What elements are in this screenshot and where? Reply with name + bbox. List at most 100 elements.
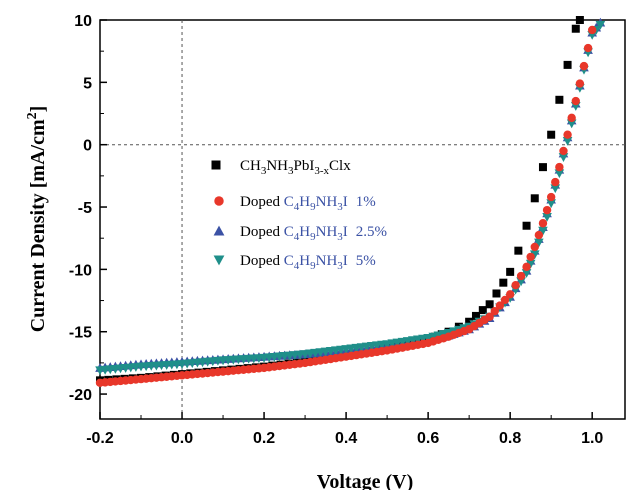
data-point xyxy=(465,317,474,326)
x-tick-label: 1.0 xyxy=(581,430,603,447)
data-point xyxy=(587,25,597,35)
data-point xyxy=(525,259,536,269)
data-point xyxy=(511,280,520,290)
legend-formula-main: CH xyxy=(240,158,261,174)
y-tick-labels: -20 -15 -10 -5 0 5 10 xyxy=(69,13,92,404)
data-point xyxy=(562,136,573,146)
data-point xyxy=(500,295,510,305)
legend-formula-sub: 9 xyxy=(310,201,316,213)
x-tick-label: 0.6 xyxy=(417,430,439,447)
data-point xyxy=(538,163,547,172)
data-point xyxy=(583,43,593,53)
legend-formula-main: I xyxy=(343,253,348,269)
legend-marker xyxy=(213,255,225,266)
series-triangle-down xyxy=(95,20,606,376)
data-point xyxy=(538,219,548,228)
data-point xyxy=(478,306,487,315)
data-point xyxy=(579,61,589,71)
series-circle xyxy=(95,25,597,388)
data-point xyxy=(516,271,526,281)
data-point xyxy=(555,162,564,172)
legend-formula-sub: 4 xyxy=(294,231,300,243)
legend-formula-sub: 9 xyxy=(310,231,316,243)
legend-suffix: 2.5% xyxy=(356,224,387,240)
legend-formula-sub: 3 xyxy=(337,231,343,243)
data-point xyxy=(571,24,580,33)
legend-formula-main: C xyxy=(284,224,294,240)
data-point xyxy=(530,194,539,203)
legend-formula-main: NH xyxy=(316,194,338,210)
legend-formula-main: C xyxy=(284,253,294,269)
axis-ticks xyxy=(99,19,593,419)
data-point xyxy=(575,79,585,88)
legend-formula-sub: 3 xyxy=(261,165,267,177)
data-point xyxy=(575,16,584,24)
legend-formula-sub: 4 xyxy=(294,260,300,272)
y-tick-label: 10 xyxy=(74,13,92,30)
data-point xyxy=(566,119,577,129)
data-point xyxy=(495,301,505,310)
legend-formula-main: C xyxy=(284,194,294,210)
data-point xyxy=(534,230,544,240)
x-axis-title: Voltage (V) xyxy=(317,471,413,490)
legend-formula-sub: 3 xyxy=(337,260,343,272)
legend-formula-sub: 9 xyxy=(310,260,316,272)
data-point xyxy=(563,130,572,139)
data-point xyxy=(563,60,572,69)
data-point xyxy=(555,95,564,104)
x-tick-label: 0.8 xyxy=(499,430,521,447)
legend-formula-main: PbI xyxy=(294,158,315,174)
legend-label: Doped C4H9NH3I 1% xyxy=(240,194,376,213)
data-point xyxy=(529,250,540,260)
legend-label: CH3NH3PbI3-xClx xyxy=(240,158,351,177)
data-point xyxy=(567,113,576,123)
data-point xyxy=(542,205,552,215)
data-point xyxy=(530,242,539,252)
data-point xyxy=(554,169,565,179)
legend-prefix: Doped xyxy=(240,194,284,210)
legend-prefix: Doped xyxy=(240,253,284,269)
y-axis-title-main: Current Density [mA/cm xyxy=(27,119,49,332)
y-tick-label: -5 xyxy=(78,200,92,217)
legend-formula-sub: 3 xyxy=(288,165,294,177)
data-point xyxy=(538,226,548,236)
legend-formula-main: H xyxy=(299,253,310,269)
plot-frame xyxy=(99,19,626,420)
data-point xyxy=(505,290,515,299)
data-point xyxy=(521,269,532,278)
legend-formula-main: I xyxy=(343,224,348,240)
data-point xyxy=(490,306,499,316)
data-point xyxy=(558,153,569,162)
y-axis-title-close: ] xyxy=(27,106,49,113)
data-point xyxy=(471,311,480,320)
series-triangle-up xyxy=(95,17,606,372)
y-tick-label: -10 xyxy=(69,262,92,279)
data-point xyxy=(546,192,556,202)
data-point xyxy=(526,252,535,262)
data-point xyxy=(492,289,501,298)
y-tick-label: 0 xyxy=(83,138,92,155)
legend-prefix: Doped xyxy=(240,224,284,240)
data-point xyxy=(516,277,526,287)
data-point xyxy=(559,146,568,156)
legend-suffix: 5% xyxy=(356,253,376,269)
legend-formula-main: NH xyxy=(316,224,338,240)
x-tick-label: 0.2 xyxy=(253,430,275,447)
y-tick-label: -15 xyxy=(69,325,92,342)
legend-formula-sub: 3-x xyxy=(314,165,329,177)
data-point xyxy=(534,238,544,248)
legend-marker xyxy=(214,196,224,206)
data-point xyxy=(499,278,508,287)
data-point xyxy=(547,130,556,139)
x-tick-labels: -0.2 0.0 0.2 0.4 0.6 0.8 1.0 xyxy=(86,430,603,447)
legend-formula-main: NH xyxy=(316,253,338,269)
x-tick-label: -0.2 xyxy=(86,430,114,447)
reference-lines xyxy=(100,20,625,419)
data-points xyxy=(95,16,606,388)
legend-formula-sub: 3 xyxy=(337,201,343,213)
legend-formula-main: NH xyxy=(266,158,288,174)
data-point xyxy=(522,221,531,230)
legend-formula-main: H xyxy=(299,194,310,210)
